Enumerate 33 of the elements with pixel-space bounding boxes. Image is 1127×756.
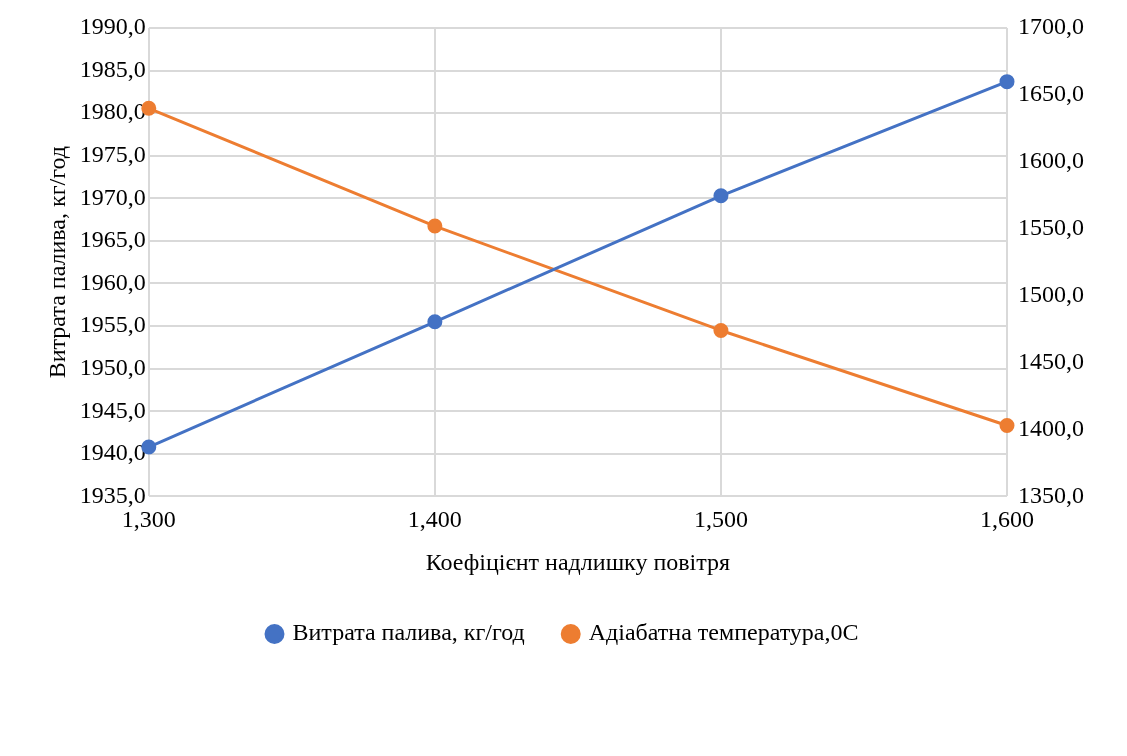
y-tick-label: 1935,0 [79,481,146,508]
y2-tick-label: 1350,0 [1018,481,1084,508]
y-tick-label: 1955,0 [79,311,146,338]
y-tick-label: 1975,0 [79,141,146,168]
x-tick-label: 1,300 [121,506,176,533]
y-tick-label: 1950,0 [79,353,146,380]
y-tick-label: 1940,0 [79,439,146,466]
point [713,322,729,338]
legend-label: Адіабатна температура,0С [588,619,859,646]
y2-tick-label: 1500,0 [1018,280,1084,307]
y2-tick-label: 1400,0 [1018,414,1084,441]
y-tick-label: 1960,0 [79,268,146,295]
y2-tick-label: 1700,0 [1018,13,1084,40]
y2-tick-label: 1450,0 [1018,347,1084,374]
point [713,188,729,204]
y-tick-label: 1965,0 [79,226,146,253]
y-axis-title: Витрата палива, кг/год [43,146,70,379]
x-tick-label: 1,600 [980,506,1034,533]
x-tick-label: 1,500 [693,506,748,533]
point [999,417,1015,433]
y-tick-label: 1945,0 [79,396,146,423]
y-tick-label: 1985,0 [79,55,146,82]
y2-tick-label: 1550,0 [1018,214,1084,241]
y2-tick-label: 1650,0 [1018,80,1084,107]
point [427,218,443,234]
x-tick-label: 1,400 [407,506,462,533]
point [427,314,443,330]
y-tick-label: 1990,0 [79,13,146,40]
y2-tick-label: 1600,0 [1018,147,1084,174]
y-tick-label: 1970,0 [79,183,146,210]
legend-label: Витрата палива, кг/год [292,619,525,646]
point [999,74,1015,90]
x-axis-title: Коефіцієнт надлишку повітря [425,548,731,575]
